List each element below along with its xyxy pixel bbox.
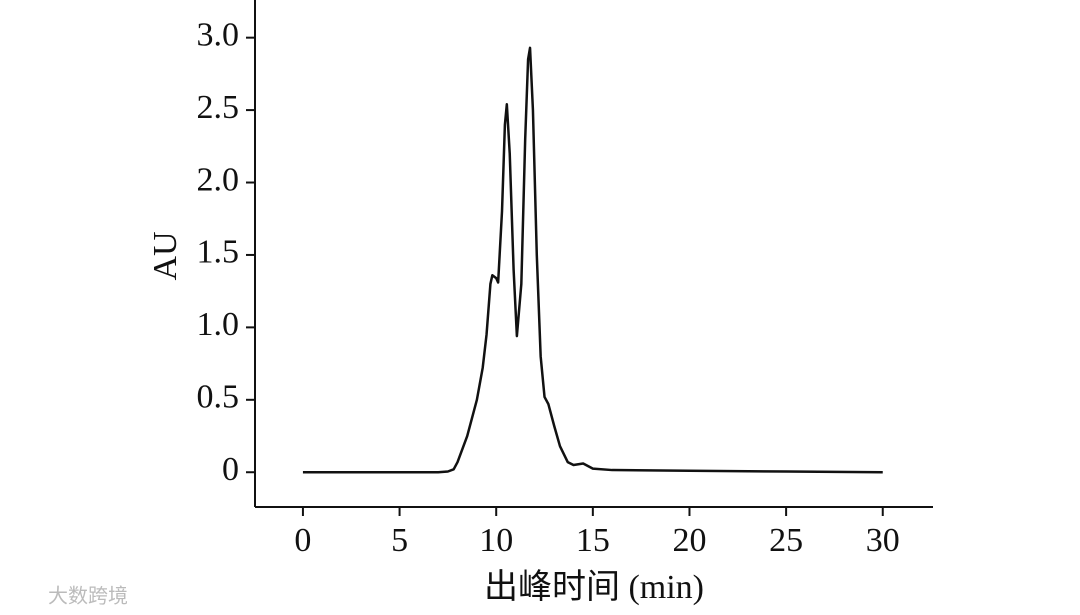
x-tick-label: 0	[294, 522, 311, 559]
y-tick-label: 1.5	[197, 234, 240, 271]
x-axis-label: 出峰时间 (min)	[484, 568, 704, 606]
data-line	[302, 46, 883, 474]
x-tick-label: 5	[391, 522, 408, 559]
y-tick-label: 0.5	[197, 379, 240, 416]
x-tick-label: 15	[576, 522, 610, 559]
watermark: 大数跨境	[48, 584, 128, 608]
y-tick-label: 2.0	[197, 161, 240, 198]
x-tick-label: 30	[866, 522, 900, 559]
y-axis-label: AU	[147, 231, 184, 280]
x-tick-label: 10	[479, 522, 513, 559]
y-tick-label: 2.5	[197, 89, 240, 126]
y-tick-label: 0	[222, 451, 239, 488]
x-tick-label: 20	[672, 522, 706, 559]
x-tick-label: 25	[769, 522, 803, 559]
y-tick-label: 1.0	[197, 306, 240, 343]
y-tick-label: 3.0	[197, 16, 240, 53]
